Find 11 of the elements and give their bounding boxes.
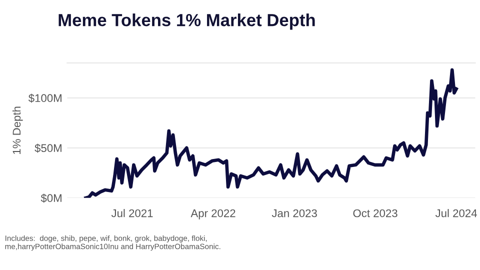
x-tick-label: Jul 2021 bbox=[111, 209, 153, 218]
line-series bbox=[84, 68, 458, 198]
chart-title: Meme Tokens 1% Market Depth bbox=[58, 14, 315, 30]
y-tick-label: $50M bbox=[34, 144, 62, 153]
x-tick-label: Jan 2023 bbox=[272, 209, 317, 218]
y-tick-label: $0M bbox=[40, 194, 62, 203]
y-tick-label: $100M bbox=[28, 94, 62, 103]
x-tick-label: Apr 2022 bbox=[190, 209, 236, 220]
x-tick-label: Oct 2023 bbox=[353, 209, 398, 218]
x-tick-label: Jul 2024 bbox=[435, 209, 477, 218]
y-axis-title: 1% Depth bbox=[12, 106, 23, 154]
